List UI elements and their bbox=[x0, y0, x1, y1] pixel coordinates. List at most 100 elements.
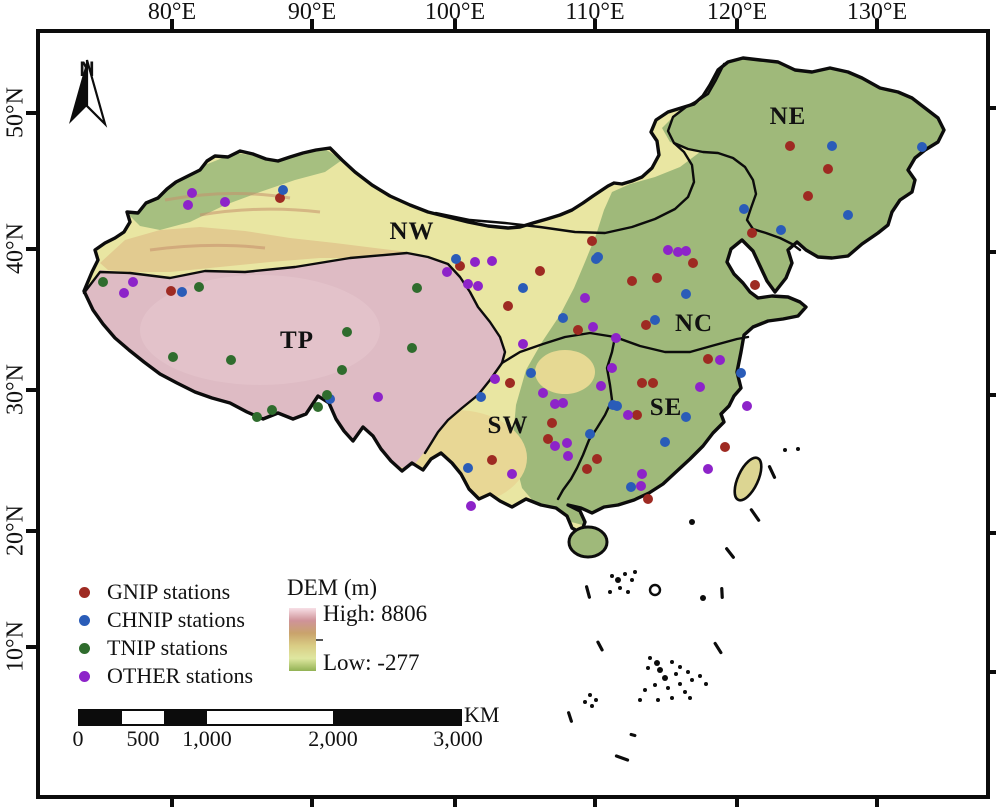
station-dot-tnip bbox=[168, 352, 178, 362]
right-tick bbox=[986, 531, 996, 535]
station-dot-chnip bbox=[736, 368, 746, 378]
bottom-tick bbox=[453, 795, 457, 807]
station-dot-gnip bbox=[543, 434, 553, 444]
island-mark bbox=[653, 683, 657, 687]
station-dot-other bbox=[695, 382, 705, 392]
island-mark bbox=[585, 585, 591, 599]
station-dot-tnip bbox=[407, 343, 417, 353]
legend-item-label: TNIP stations bbox=[107, 635, 228, 660]
dem-tibet-highlight bbox=[140, 275, 380, 385]
island-mark bbox=[594, 698, 598, 702]
island-mark bbox=[749, 508, 761, 522]
station-dot-gnip bbox=[547, 418, 557, 428]
station-dot-other bbox=[663, 245, 673, 255]
station-dot-gnip bbox=[592, 454, 602, 464]
dem-high-label: High: 8806 bbox=[323, 601, 428, 626]
station-dot-other bbox=[518, 339, 528, 349]
station-dot-chnip bbox=[650, 315, 660, 325]
island-mark bbox=[678, 665, 682, 669]
top-tick bbox=[875, 19, 879, 29]
top-tick bbox=[593, 19, 597, 29]
station-dot-other bbox=[466, 501, 476, 511]
station-dot-gnip bbox=[823, 164, 833, 174]
island-mark bbox=[704, 682, 708, 686]
station-dot-gnip bbox=[720, 442, 730, 452]
station-dot-chnip bbox=[518, 283, 528, 293]
latitude-label: 10°N bbox=[2, 621, 29, 672]
north-arrow: N bbox=[64, 58, 110, 154]
island-mark bbox=[643, 688, 647, 692]
station-dot-chnip bbox=[626, 482, 636, 492]
island-mark bbox=[633, 570, 637, 574]
station-dot-chnip bbox=[278, 185, 288, 195]
island-mark bbox=[690, 678, 694, 682]
island-mark bbox=[648, 656, 652, 660]
boundary-nw-east bbox=[434, 99, 699, 235]
longitude-label: 100°E bbox=[424, 0, 486, 25]
station-dot-gnip bbox=[582, 464, 592, 474]
station-dot-tnip bbox=[412, 283, 422, 293]
right-tick bbox=[986, 670, 996, 674]
island-mark bbox=[700, 595, 706, 601]
station-dot-gnip bbox=[750, 280, 760, 290]
region-label-sw: SW bbox=[487, 412, 529, 439]
dem-colorbar bbox=[289, 608, 316, 671]
latitude-label: 20°N bbox=[2, 505, 29, 556]
station-dot-other bbox=[187, 188, 197, 198]
station-dot-other bbox=[119, 288, 129, 298]
latitude-label: 50°N bbox=[2, 87, 29, 138]
station-dot-gnip bbox=[648, 378, 658, 388]
scalebar-label: 0 bbox=[72, 726, 84, 751]
station-dot-other bbox=[563, 451, 573, 461]
station-dot-chnip bbox=[526, 368, 536, 378]
island-mark bbox=[618, 586, 622, 590]
boundary-tp-sw bbox=[423, 361, 504, 455]
station-dot-other bbox=[538, 388, 548, 398]
hainan-island bbox=[567, 525, 609, 559]
station-dot-other bbox=[596, 381, 606, 391]
island-mark bbox=[662, 675, 668, 681]
station-dot-chnip bbox=[827, 141, 837, 151]
island-mark bbox=[796, 447, 800, 451]
region-label-nw: NW bbox=[389, 218, 435, 245]
legend-item: TNIP stations bbox=[79, 634, 228, 662]
island-mark bbox=[674, 672, 678, 676]
station-dot-gnip bbox=[166, 286, 176, 296]
boundary-ne-west bbox=[672, 141, 802, 252]
station-dot-other bbox=[673, 247, 683, 257]
boundary-ne-lobe bbox=[695, 62, 726, 103]
station-dot-chnip bbox=[476, 392, 486, 402]
station-dot-other bbox=[128, 277, 138, 287]
station-dot-tnip bbox=[267, 405, 277, 415]
legend-item: OTHER stations bbox=[79, 662, 253, 690]
longitude-label: 80°E bbox=[147, 0, 197, 25]
scalebar-label: 1,000 bbox=[182, 726, 232, 751]
station-dot-other bbox=[442, 267, 452, 277]
right-tick bbox=[986, 250, 996, 254]
station-dot-gnip bbox=[785, 141, 795, 151]
island-mark bbox=[767, 465, 777, 479]
region-label-se: SE bbox=[649, 394, 683, 421]
station-dot-other bbox=[607, 363, 617, 373]
station-dot-gnip bbox=[535, 266, 545, 276]
top-tick bbox=[310, 19, 314, 29]
station-dot-other bbox=[588, 322, 598, 332]
island-mark bbox=[670, 696, 674, 700]
station-dot-tnip bbox=[194, 282, 204, 292]
station-dot-other bbox=[470, 257, 480, 267]
island-mark bbox=[683, 690, 687, 694]
station-dot-gnip bbox=[641, 320, 651, 330]
station-dot-other bbox=[637, 469, 647, 479]
station-dot-gnip bbox=[587, 236, 597, 246]
station-dot-other bbox=[558, 398, 568, 408]
scalebar-unit: KM bbox=[464, 702, 500, 727]
station-dot-gnip bbox=[803, 191, 813, 201]
scalebar-label: 2,000 bbox=[308, 726, 358, 751]
legend-dot-icon bbox=[79, 614, 90, 626]
scalebar-label: 500 bbox=[126, 726, 160, 751]
station-dot-chnip bbox=[776, 225, 786, 235]
bottom-tick bbox=[170, 795, 174, 807]
bottom-tick bbox=[593, 795, 597, 807]
island-mark bbox=[638, 698, 642, 702]
